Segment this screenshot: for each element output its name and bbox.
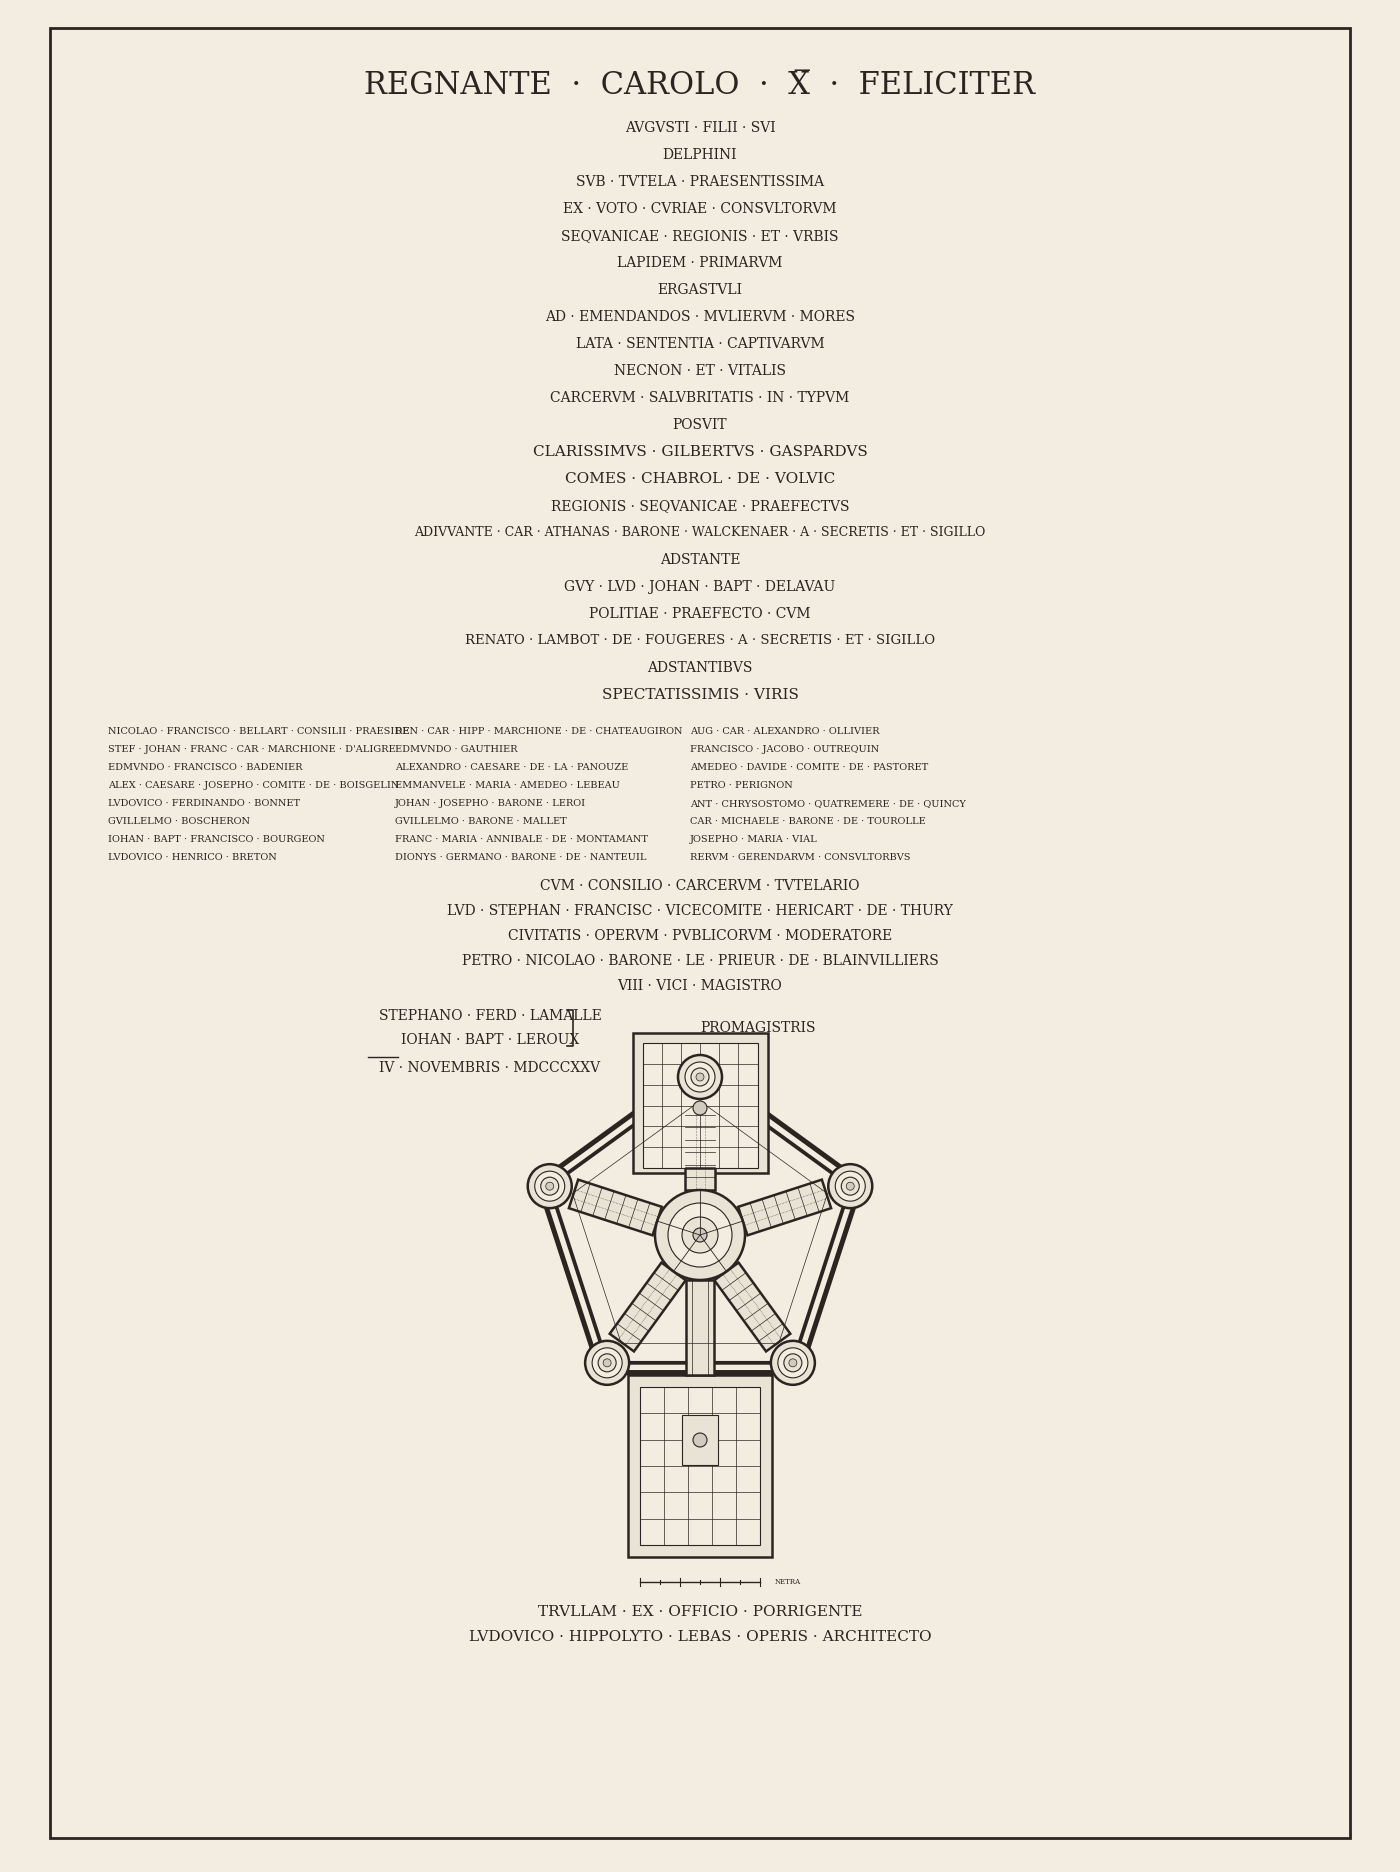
- Text: REGIONIS · SEQVANICAE · PRAEFECTVS: REGIONIS · SEQVANICAE · PRAEFECTVS: [550, 500, 850, 513]
- Text: ADIVVANTE · CAR · ATHANAS · BARONE · WALCKENAER · A · SECRETIS · ET · SIGILLO: ADIVVANTE · CAR · ATHANAS · BARONE · WAL…: [414, 526, 986, 539]
- Circle shape: [655, 1191, 745, 1280]
- Circle shape: [585, 1340, 629, 1385]
- Text: EMMANVELE · MARIA · AMEDEO · LEBEAU: EMMANVELE · MARIA · AMEDEO · LEBEAU: [395, 781, 620, 790]
- Text: ADSTANTIBVS: ADSTANTIBVS: [647, 661, 753, 676]
- Text: DIONYS · GERMANO · BARONE · DE · NANTEUIL: DIONYS · GERMANO · BARONE · DE · NANTEUI…: [395, 854, 647, 861]
- Text: FRANC · MARIA · ANNIBALE · DE · MONTAMANT: FRANC · MARIA · ANNIBALE · DE · MONTAMAN…: [395, 835, 648, 844]
- Polygon shape: [714, 1262, 791, 1352]
- Text: CIVITATIS · OPERVM · PVBLICORVM · MODERATORE: CIVITATIS · OPERVM · PVBLICORVM · MODERA…: [508, 929, 892, 943]
- Text: EDMVNDO · FRANCISCO · BADENIER: EDMVNDO · FRANCISCO · BADENIER: [108, 764, 302, 771]
- Text: STEPHANO · FERD · LAMALLE: STEPHANO · FERD · LAMALLE: [378, 1009, 602, 1022]
- Circle shape: [535, 1172, 564, 1202]
- Text: LATA · SENTENTIA · CAPTIVARVM: LATA · SENTENTIA · CAPTIVARVM: [575, 337, 825, 350]
- Text: GVILLELMO · BARONE · MALLET: GVILLELMO · BARONE · MALLET: [395, 816, 567, 826]
- Circle shape: [829, 1164, 872, 1207]
- Text: AD · EMENDANDOS · MVLIERVM · MORES: AD · EMENDANDOS · MVLIERVM · MORES: [545, 311, 855, 324]
- Circle shape: [528, 1164, 571, 1207]
- Circle shape: [696, 1073, 704, 1080]
- Bar: [643, 1043, 757, 1168]
- Text: LVDOVICO · HENRICO · BRETON: LVDOVICO · HENRICO · BRETON: [108, 854, 277, 861]
- Text: ADSTANTE: ADSTANTE: [659, 552, 741, 567]
- Circle shape: [693, 1432, 707, 1447]
- Text: ALEX · CAESARE · JOSEPHO · COMITE · DE · BOISGELIN: ALEX · CAESARE · JOSEPHO · COMITE · DE ·…: [108, 781, 399, 790]
- Text: PETRO · NICOLAO · BARONE · LE · PRIEUR · DE · BLAINVILLIERS: PETRO · NICOLAO · BARONE · LE · PRIEUR ·…: [462, 955, 938, 968]
- Circle shape: [693, 1228, 707, 1241]
- Bar: [686, 1280, 714, 1376]
- Circle shape: [841, 1177, 860, 1194]
- Circle shape: [846, 1183, 854, 1191]
- Text: PROMAGISTRIS: PROMAGISTRIS: [700, 1020, 815, 1035]
- Polygon shape: [568, 1179, 662, 1236]
- Text: SPECTATISSIMIS · VIRIS: SPECTATISSIMIS · VIRIS: [602, 689, 798, 702]
- Circle shape: [788, 1359, 797, 1367]
- Text: LVD · STEPHAN · FRANCISC · VICECOMITE · HERICART · DE · THURY: LVD · STEPHAN · FRANCISC · VICECOMITE · …: [447, 904, 953, 917]
- Text: GVY · LVD · JOHAN · BAPT · DELAVAU: GVY · LVD · JOHAN · BAPT · DELAVAU: [564, 580, 836, 593]
- Text: AVGVSTI · FILII · SVI: AVGVSTI · FILII · SVI: [624, 122, 776, 135]
- Text: JOHAN · JOSEPHO · BARONE · LEROI: JOHAN · JOSEPHO · BARONE · LEROI: [395, 799, 587, 809]
- Text: NECNON · ET · VITALIS: NECNON · ET · VITALIS: [615, 363, 785, 378]
- Text: IOHAN · BAPT · LEROUX: IOHAN · BAPT · LEROUX: [400, 1033, 580, 1046]
- Circle shape: [784, 1353, 802, 1372]
- Text: EX · VOTO · CVRIAE · CONSVLTORVM: EX · VOTO · CVRIAE · CONSVLTORVM: [563, 202, 837, 215]
- Circle shape: [682, 1217, 718, 1252]
- Text: ERGASTVLI: ERGASTVLI: [658, 283, 742, 298]
- Text: SVB · TVTELA · PRAESENTISSIMA: SVB · TVTELA · PRAESENTISSIMA: [575, 174, 825, 189]
- Text: POSVIT: POSVIT: [672, 417, 728, 432]
- Text: AUG · CAR · ALEXANDRO · OLLIVIER: AUG · CAR · ALEXANDRO · OLLIVIER: [690, 726, 879, 736]
- Circle shape: [592, 1348, 622, 1378]
- Text: RERVM · GERENDARVM · CONSVLTORBVS: RERVM · GERENDARVM · CONSVLTORBVS: [690, 854, 910, 861]
- Text: LVDOVICO · HIPPOLYTO · LEBAS · OPERIS · ARCHITECTO: LVDOVICO · HIPPOLYTO · LEBAS · OPERIS · …: [469, 1631, 931, 1644]
- Text: REN · CAR · HIPP · MARCHIONE · DE · CHATEAUGIRON: REN · CAR · HIPP · MARCHIONE · DE · CHAT…: [395, 726, 683, 736]
- Text: CARCERVM · SALVBRITATIS · IN · TYPVM: CARCERVM · SALVBRITATIS · IN · TYPVM: [550, 391, 850, 404]
- Circle shape: [540, 1177, 559, 1194]
- Circle shape: [692, 1069, 708, 1086]
- Circle shape: [685, 1061, 715, 1091]
- Text: CAR · MICHAELE · BARONE · DE · TOUROLLE: CAR · MICHAELE · BARONE · DE · TOUROLLE: [690, 816, 925, 826]
- Polygon shape: [609, 1262, 686, 1352]
- Circle shape: [598, 1353, 616, 1372]
- Text: TRVLLAM · EX · OFFICIO · PORRIGENTE: TRVLLAM · EX · OFFICIO · PORRIGENTE: [538, 1604, 862, 1619]
- Polygon shape: [738, 1179, 832, 1236]
- Circle shape: [778, 1348, 808, 1378]
- Circle shape: [546, 1183, 554, 1191]
- Bar: [682, 1415, 718, 1466]
- Text: JOSEPHO · MARIA · VIAL: JOSEPHO · MARIA · VIAL: [690, 835, 818, 844]
- Polygon shape: [685, 1103, 715, 1191]
- Text: DELPHINI: DELPHINI: [662, 148, 738, 163]
- Circle shape: [771, 1340, 815, 1385]
- Bar: [629, 1376, 771, 1558]
- Circle shape: [603, 1359, 612, 1367]
- Text: LVDOVICO · FERDINANDO · BONNET: LVDOVICO · FERDINANDO · BONNET: [108, 799, 300, 809]
- Text: CVM · CONSILIO · CARCERVM · TVTELARIO: CVM · CONSILIO · CARCERVM · TVTELARIO: [540, 880, 860, 893]
- Text: ALEXANDRO · CAESARE · DE · LA · PANOUZE: ALEXANDRO · CAESARE · DE · LA · PANOUZE: [395, 764, 629, 771]
- Circle shape: [678, 1056, 722, 1099]
- Text: COMES · CHABROL · DE · VOLVIC: COMES · CHABROL · DE · VOLVIC: [564, 472, 836, 487]
- Text: IOHAN · BAPT · FRANCISCO · BOURGEON: IOHAN · BAPT · FRANCISCO · BOURGEON: [108, 835, 325, 844]
- Bar: [633, 1033, 767, 1174]
- Text: VIII · VICI · MAGISTRO: VIII · VICI · MAGISTRO: [617, 979, 783, 992]
- Text: EDMVNDO · GAUTHIER: EDMVNDO · GAUTHIER: [395, 745, 518, 754]
- Text: LAPIDEM · PRIMARVM: LAPIDEM · PRIMARVM: [617, 256, 783, 270]
- Text: STEF · JOHAN · FRANC · CAR · MARCHIONE · D'ALIGRE: STEF · JOHAN · FRANC · CAR · MARCHIONE ·…: [108, 745, 396, 754]
- Text: FRANCISCO · JACOBO · OUTREQUIN: FRANCISCO · JACOBO · OUTREQUIN: [690, 745, 879, 754]
- Circle shape: [668, 1204, 732, 1267]
- Bar: [640, 1387, 760, 1544]
- Text: POLITIAE · PRAEFECTO · CVM: POLITIAE · PRAEFECTO · CVM: [589, 607, 811, 622]
- Text: AMEDEO · DAVIDE · COMITE · DE · PASTORET: AMEDEO · DAVIDE · COMITE · DE · PASTORET: [690, 764, 928, 771]
- Text: GVILLELMO · BOSCHERON: GVILLELMO · BOSCHERON: [108, 816, 251, 826]
- Text: NETRA: NETRA: [776, 1578, 801, 1586]
- Text: PETRO · PERIGNON: PETRO · PERIGNON: [690, 781, 792, 790]
- Text: ANT · CHRYSOSTOMO · QUATREMERE · DE · QUINCY: ANT · CHRYSOSTOMO · QUATREMERE · DE · QU…: [690, 799, 966, 809]
- Text: REGNANTE  ·  CAROLO  ·  X̅  ·  FELICITER: REGNANTE · CAROLO · X̅ · FELICITER: [364, 69, 1036, 101]
- Circle shape: [693, 1101, 707, 1116]
- Text: IV · NOVEMBRIS · MDCCCXXV: IV · NOVEMBRIS · MDCCCXXV: [379, 1061, 601, 1075]
- Text: CLARISSIMVS · GILBERTVS · GASPARDVS: CLARISSIMVS · GILBERTVS · GASPARDVS: [532, 446, 868, 459]
- Circle shape: [836, 1172, 865, 1202]
- Text: RENATO · LAMBOT · DE · FOUGERES · A · SECRETIS · ET · SIGILLO: RENATO · LAMBOT · DE · FOUGERES · A · SE…: [465, 635, 935, 648]
- Text: NICOLAO · FRANCISCO · BELLART · CONSILII · PRAESIDE: NICOLAO · FRANCISCO · BELLART · CONSILII…: [108, 726, 409, 736]
- Text: SEQVANICAE · REGIONIS · ET · VRBIS: SEQVANICAE · REGIONIS · ET · VRBIS: [561, 228, 839, 243]
